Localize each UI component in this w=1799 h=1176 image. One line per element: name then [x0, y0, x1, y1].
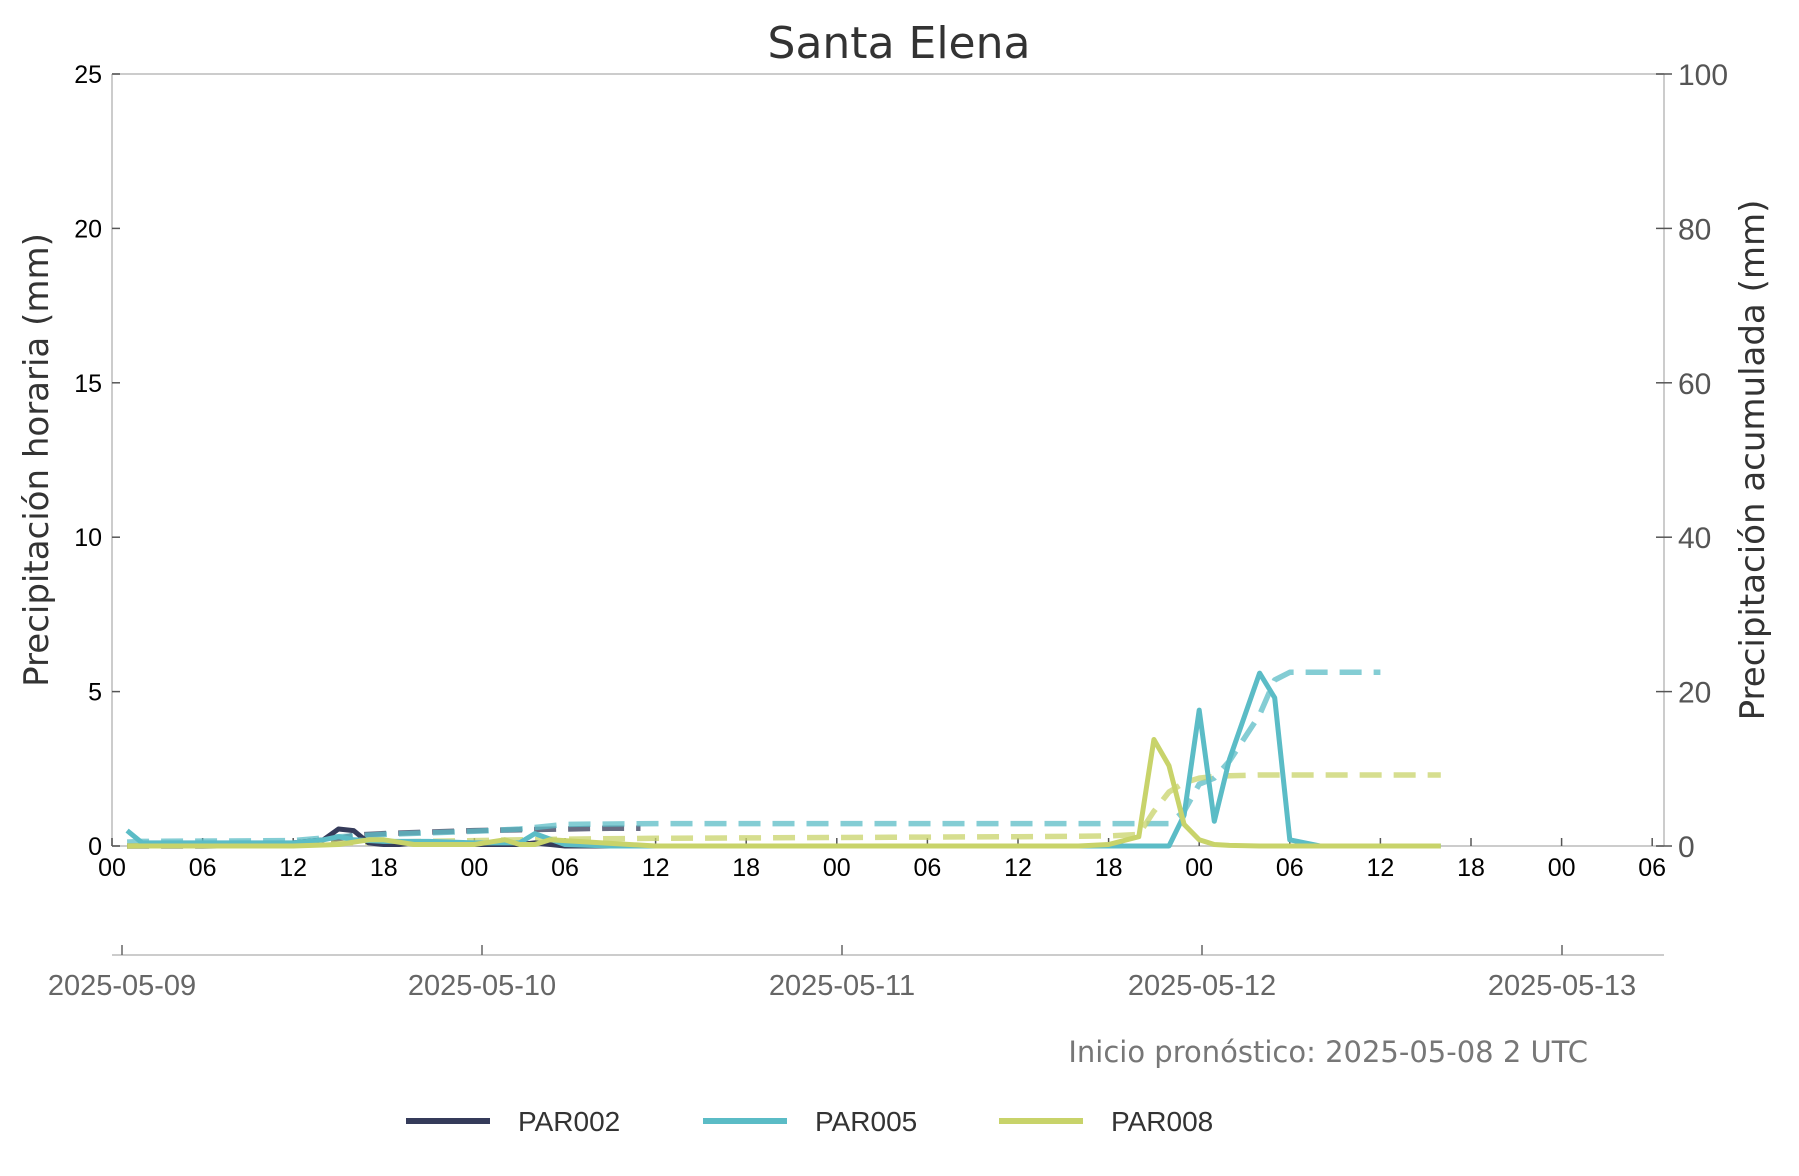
- date-tick-label: 2025-05-13: [1488, 970, 1636, 1002]
- hour-tick-label: 12: [642, 854, 670, 882]
- hour-tick-label: 00: [1548, 854, 1576, 882]
- hour-tick-label: 12: [279, 854, 307, 882]
- hour-tick-label: 18: [1457, 854, 1485, 882]
- accumulated-line-par008: [127, 772, 1441, 849]
- hour-tick-label: 06: [551, 854, 579, 882]
- forecast-start-note: Inicio pronóstico: 2025-05-08 2 UTC: [1068, 1035, 1588, 1069]
- date-x-axis: 2025-05-09 2025-05-10 2025-05-11 2025-05-12…: [48, 945, 1664, 1002]
- series-layer: [125, 669, 1441, 849]
- hour-tick-label: 06: [1276, 854, 1304, 882]
- hourly-line-par008: [127, 737, 1441, 849]
- hour-tick-label: 06: [1638, 854, 1666, 882]
- date-tick-label: 2025-05-11: [769, 970, 915, 1002]
- right-y-axis: 0 20 40 60 80 100: [1656, 59, 1728, 864]
- right-y-tick-label: 20: [1678, 677, 1711, 710]
- hour-tick-label: 06: [189, 854, 217, 882]
- date-tick-label: 2025-05-09: [48, 970, 196, 1002]
- left-y-axis: 0 5 10 15 20 25: [74, 61, 120, 861]
- left-y-tick-label: 15: [74, 370, 102, 398]
- right-y-axis-label: Precipitación acumulada (mm): [1733, 200, 1773, 721]
- left-y-axis-label: Precipitación horaria (mm): [17, 233, 57, 687]
- legend-label-par002: PAR002: [518, 1106, 620, 1137]
- hour-x-axis: 00 06 12 18 00 06 12 18 00 06 12 18 00 06 12 18 00 06: [98, 838, 1666, 882]
- hourly-line-par005: [125, 670, 1441, 849]
- hour-tick-label: 18: [370, 854, 398, 882]
- hour-tick-label: 00: [98, 854, 126, 882]
- legend-label-par005: PAR005: [815, 1106, 917, 1137]
- plot-frame: [111, 73, 1665, 847]
- left-y-tick-label: 0: [88, 833, 102, 861]
- right-y-tick-label: 80: [1678, 213, 1711, 246]
- right-y-tick-label: 0: [1678, 831, 1695, 864]
- date-tick-label: 2025-05-12: [1128, 970, 1276, 1002]
- hour-tick-label: 00: [460, 854, 488, 882]
- date-tick-label: 2025-05-10: [408, 970, 556, 1002]
- left-y-tick-label: 20: [74, 215, 102, 243]
- hour-tick-label: 12: [1004, 854, 1032, 882]
- right-y-tick-label: 40: [1678, 522, 1711, 555]
- hour-tick-label: 00: [1185, 854, 1213, 882]
- hour-tick-label: 18: [732, 854, 760, 882]
- hour-tick-label: 00: [823, 854, 851, 882]
- legend: PAR002 PAR005 PAR008: [406, 1106, 1213, 1137]
- accumulated-line-par005: [126, 669, 1381, 845]
- right-y-tick-label: 60: [1678, 368, 1711, 401]
- hour-tick-label: 12: [1366, 854, 1394, 882]
- left-y-tick-label: 5: [88, 679, 102, 707]
- hour-tick-label: 18: [1095, 854, 1123, 882]
- legend-label-par008: PAR008: [1111, 1106, 1213, 1137]
- right-y-tick-label: 100: [1678, 59, 1728, 92]
- left-y-tick-label: 10: [74, 524, 102, 552]
- hour-tick-label: 06: [913, 854, 941, 882]
- chart-title: Santa Elena: [768, 18, 1031, 69]
- left-y-tick-label: 25: [74, 61, 102, 89]
